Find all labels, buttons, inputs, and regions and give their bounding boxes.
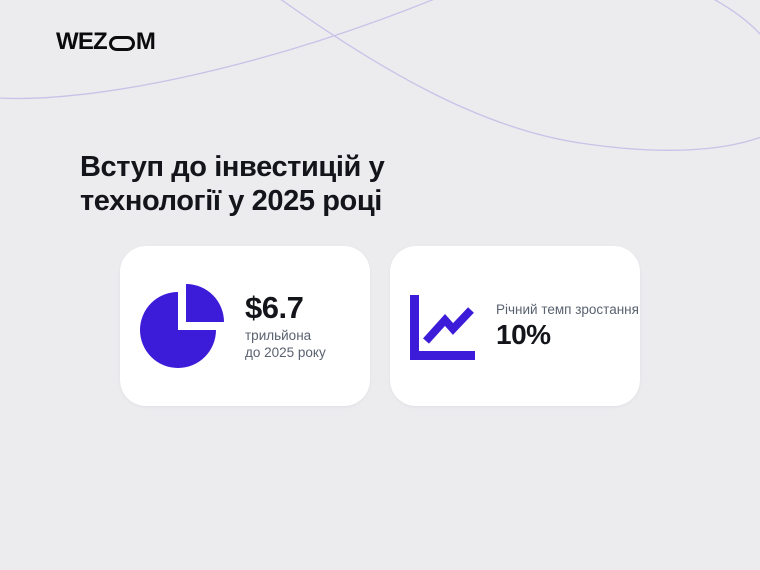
- logo-text-left: WEZ: [56, 28, 108, 55]
- logo-text-right: M: [135, 28, 156, 55]
- stat-label: Річний темп зростання: [496, 302, 639, 318]
- stat-text-block: $6.7 трильйона до 2025 року: [245, 291, 326, 361]
- stat-label: трильйона до 2025 року: [245, 328, 326, 361]
- stat-card-growth-rate: Річний темп зростання 10%: [390, 246, 640, 406]
- logo-o-icon: [108, 35, 135, 51]
- page-title: Вступ до інвестицій у технології у 2025 …: [80, 150, 385, 218]
- stat-cards: $6.7 трильйона до 2025 року Річний темп …: [120, 246, 640, 406]
- stat-card-market-size: $6.7 трильйона до 2025 року: [120, 246, 370, 406]
- title-line-2: технології у 2025 році: [80, 185, 382, 217]
- stat-value: $6.7: [245, 290, 304, 325]
- curve-sweep: [280, 0, 760, 151]
- stat-value: 10%: [496, 318, 551, 350]
- logo: WEZ M: [56, 28, 156, 55]
- curve-corner: [713, 0, 760, 35]
- stat-label-line-2: до 2025 року: [245, 344, 326, 360]
- title-line-1: Вступ до інвестицій у: [80, 151, 385, 183]
- line-chart-icon: [410, 294, 475, 360]
- stat-text-block: Річний темп зростання 10%: [496, 302, 639, 350]
- stat-label-line-1: трильйона: [245, 328, 312, 343]
- pie-chart-icon: [140, 284, 224, 368]
